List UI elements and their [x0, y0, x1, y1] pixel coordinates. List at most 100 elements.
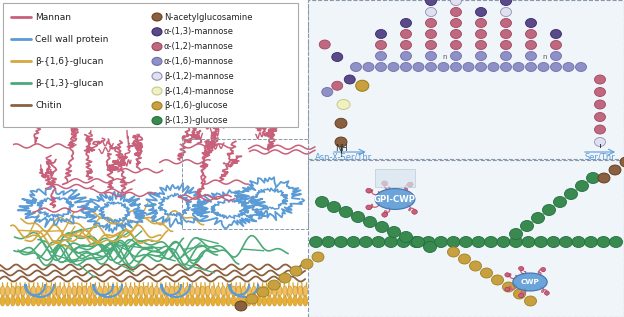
Ellipse shape [108, 286, 112, 296]
Ellipse shape [57, 286, 61, 296]
Ellipse shape [303, 286, 308, 296]
Ellipse shape [288, 286, 292, 296]
Ellipse shape [472, 236, 485, 248]
Ellipse shape [595, 125, 605, 134]
Ellipse shape [170, 286, 174, 296]
Ellipse shape [411, 236, 424, 248]
Ellipse shape [262, 296, 266, 306]
Ellipse shape [221, 286, 225, 296]
Ellipse shape [426, 29, 437, 38]
Ellipse shape [364, 217, 376, 228]
Bar [375, 169, 415, 187]
Ellipse shape [67, 296, 72, 306]
Ellipse shape [16, 286, 20, 296]
Ellipse shape [290, 266, 302, 276]
Text: Asn-X-Ser/Thr: Asn-X-Ser/Thr [315, 152, 372, 161]
Ellipse shape [6, 286, 10, 296]
Ellipse shape [451, 0, 462, 5]
Ellipse shape [372, 236, 385, 248]
Ellipse shape [519, 294, 524, 298]
Ellipse shape [103, 286, 107, 296]
Ellipse shape [565, 189, 577, 199]
Ellipse shape [82, 296, 87, 306]
Ellipse shape [278, 296, 282, 306]
Ellipse shape [144, 296, 149, 306]
Ellipse shape [500, 41, 512, 49]
Text: Ser/Thr: Ser/Thr [585, 152, 615, 161]
Ellipse shape [0, 296, 5, 306]
Ellipse shape [52, 286, 56, 296]
Ellipse shape [108, 296, 112, 306]
Ellipse shape [550, 29, 562, 38]
Ellipse shape [283, 286, 287, 296]
Ellipse shape [463, 62, 474, 72]
Ellipse shape [216, 296, 220, 306]
Bar [3, 3, 298, 127]
Ellipse shape [451, 62, 462, 72]
Ellipse shape [351, 62, 361, 72]
Ellipse shape [16, 296, 20, 306]
Ellipse shape [525, 18, 537, 28]
Ellipse shape [563, 62, 574, 72]
Text: Chitin: Chitin [35, 100, 62, 109]
Ellipse shape [401, 41, 411, 49]
Ellipse shape [542, 204, 555, 216]
Ellipse shape [376, 62, 386, 72]
Ellipse shape [525, 62, 537, 72]
Ellipse shape [62, 296, 66, 306]
Ellipse shape [235, 301, 247, 311]
Ellipse shape [251, 286, 256, 296]
Ellipse shape [257, 296, 261, 306]
Ellipse shape [124, 286, 128, 296]
Ellipse shape [475, 41, 487, 49]
Text: n: n [542, 54, 547, 60]
Ellipse shape [113, 286, 118, 296]
Ellipse shape [451, 8, 462, 16]
Ellipse shape [170, 296, 174, 306]
Ellipse shape [211, 286, 215, 296]
Ellipse shape [384, 236, 397, 248]
Ellipse shape [226, 286, 231, 296]
Ellipse shape [459, 236, 472, 248]
Ellipse shape [332, 81, 343, 90]
Ellipse shape [451, 29, 462, 38]
Ellipse shape [339, 206, 353, 217]
Ellipse shape [480, 268, 492, 278]
Ellipse shape [316, 197, 328, 208]
Ellipse shape [211, 296, 215, 306]
Ellipse shape [62, 286, 66, 296]
Ellipse shape [426, 0, 437, 5]
Ellipse shape [401, 51, 411, 61]
Ellipse shape [426, 62, 437, 72]
Text: N-acetylglucosamine: N-acetylglucosamine [164, 12, 253, 22]
Ellipse shape [514, 289, 525, 299]
Ellipse shape [595, 87, 605, 96]
Ellipse shape [376, 41, 386, 49]
Ellipse shape [359, 236, 373, 248]
Bar [308, 160, 624, 317]
Ellipse shape [21, 296, 26, 306]
Ellipse shape [159, 286, 164, 296]
Ellipse shape [553, 197, 567, 208]
Ellipse shape [149, 286, 154, 296]
Ellipse shape [312, 252, 324, 262]
Ellipse shape [547, 236, 560, 248]
Ellipse shape [328, 202, 341, 212]
Ellipse shape [585, 236, 598, 248]
Text: α-(1,6)-mannose: α-(1,6)-mannose [164, 57, 234, 66]
Ellipse shape [407, 182, 413, 187]
Ellipse shape [139, 286, 144, 296]
Ellipse shape [356, 80, 369, 91]
Ellipse shape [310, 236, 323, 248]
Ellipse shape [525, 41, 537, 49]
Ellipse shape [129, 296, 133, 306]
Ellipse shape [272, 296, 277, 306]
Ellipse shape [550, 62, 562, 72]
Ellipse shape [195, 286, 200, 296]
Ellipse shape [335, 118, 347, 128]
Ellipse shape [334, 236, 348, 248]
Ellipse shape [382, 181, 388, 186]
Ellipse shape [484, 236, 497, 248]
Ellipse shape [488, 62, 499, 72]
Ellipse shape [246, 286, 251, 296]
